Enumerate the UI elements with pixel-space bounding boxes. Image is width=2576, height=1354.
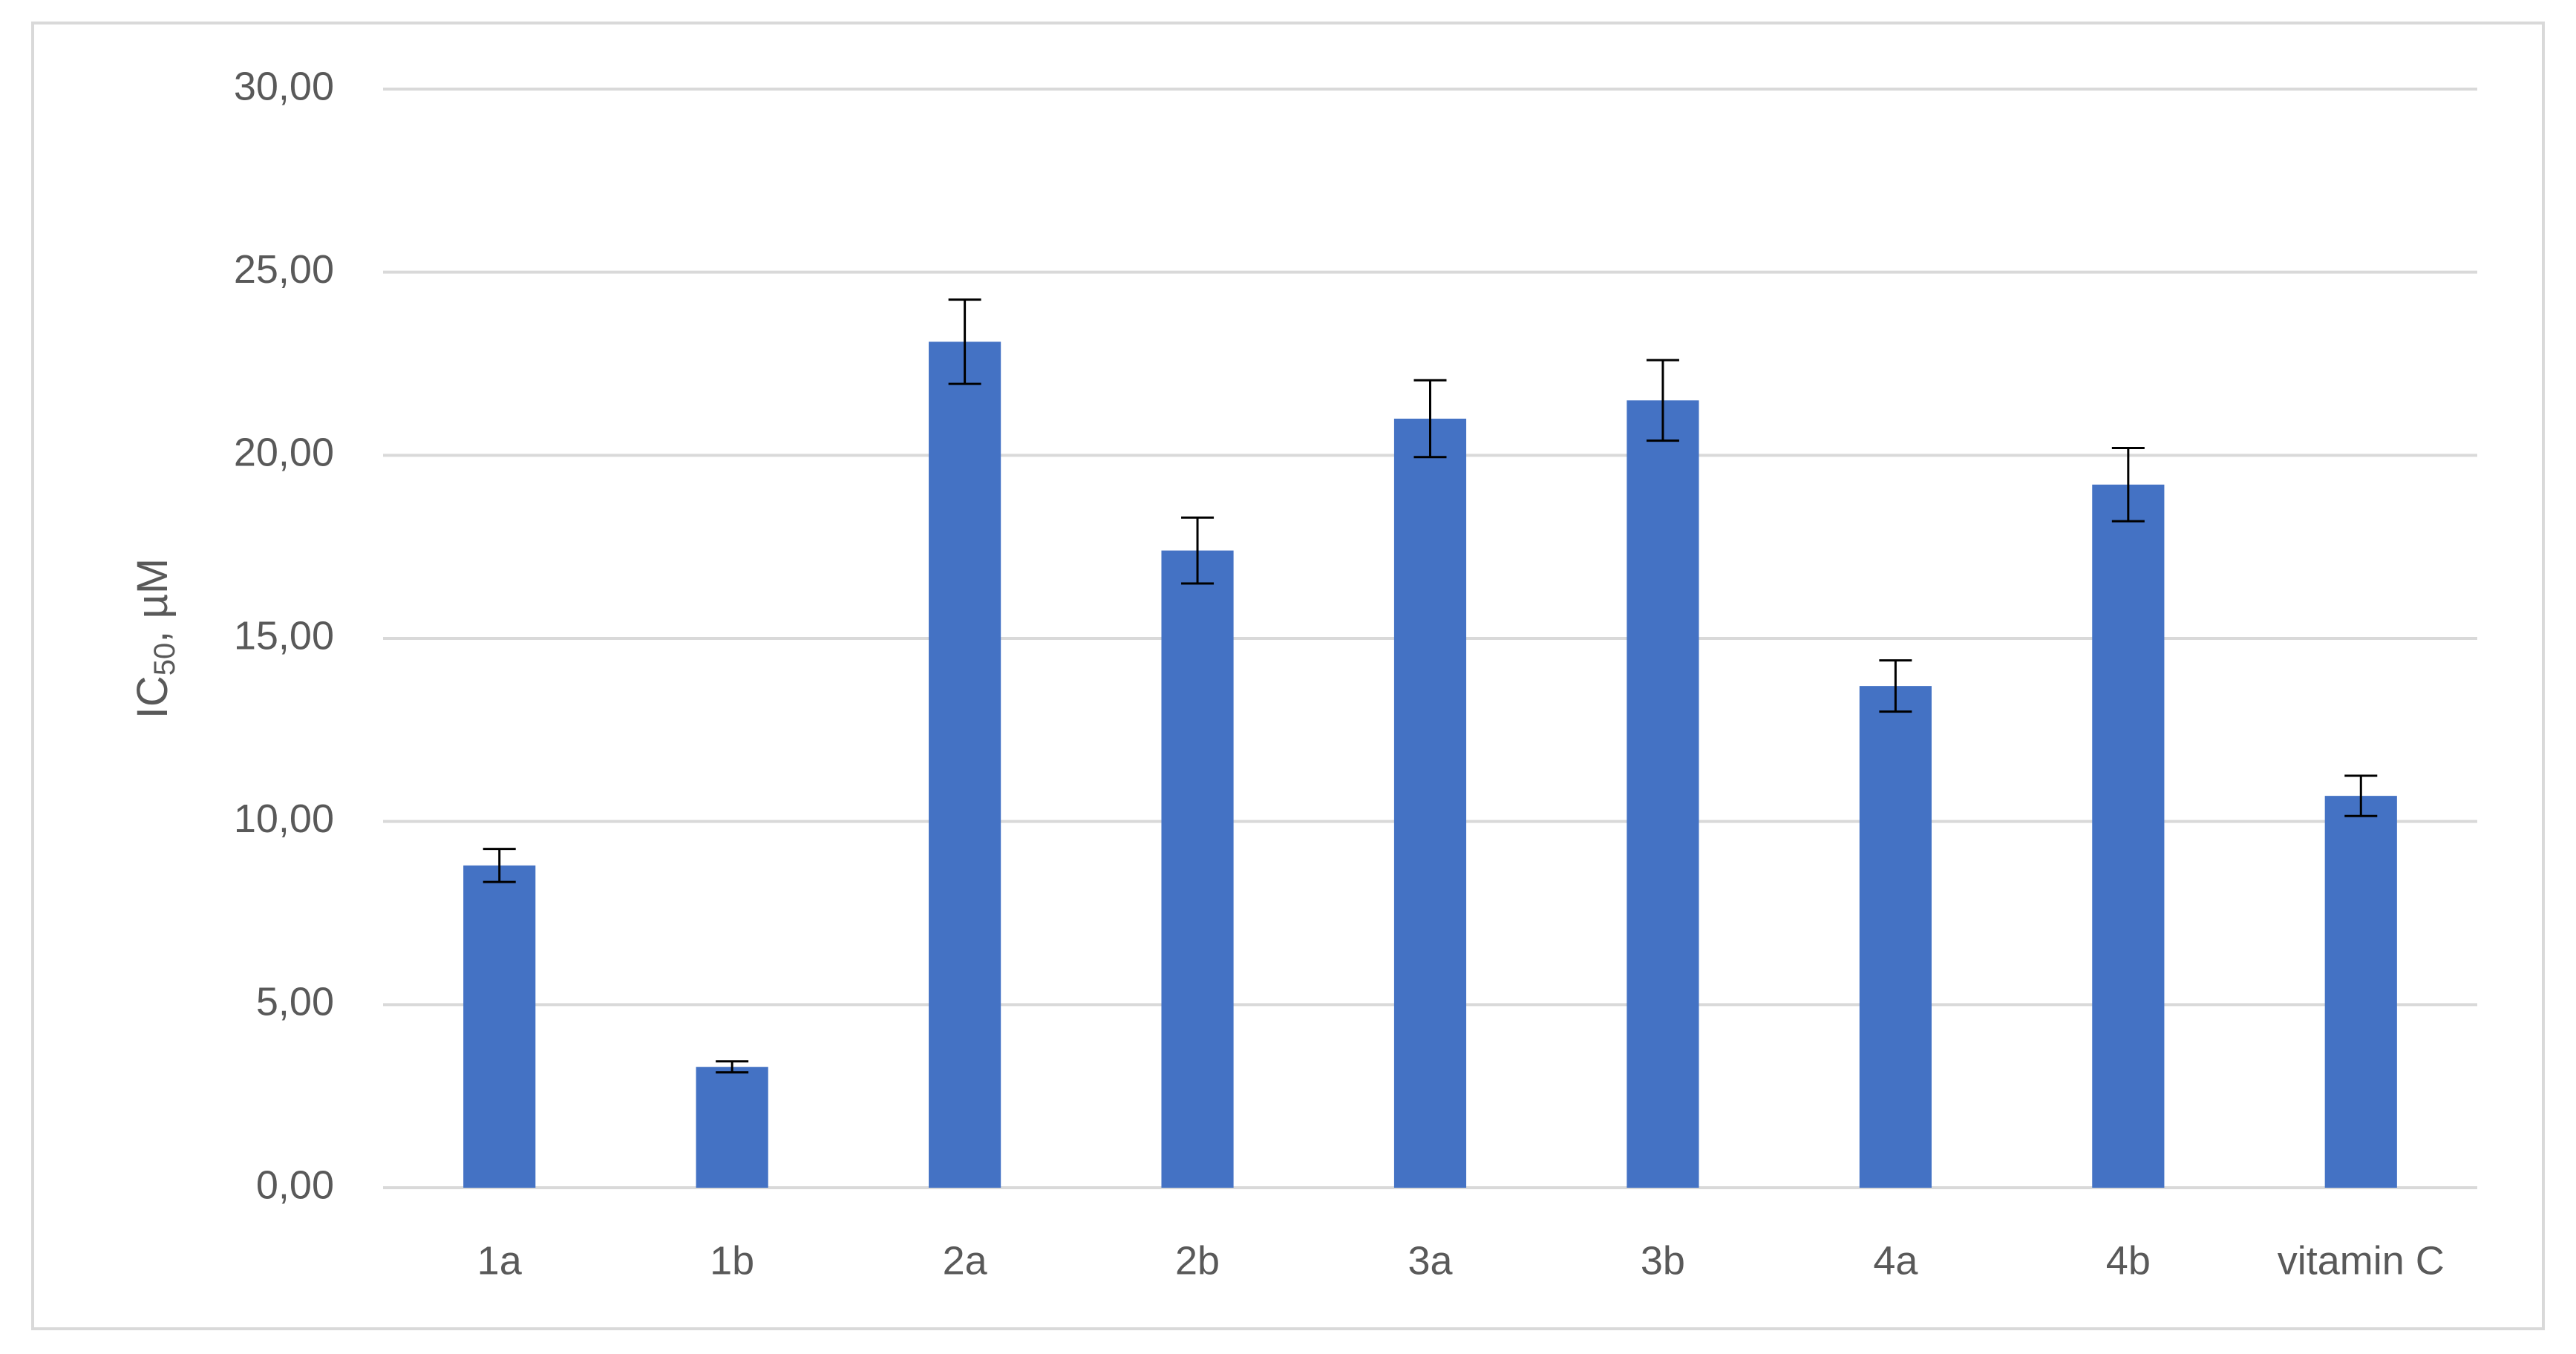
- x-tick-label: 2a: [943, 1238, 988, 1283]
- y-label-subscript: 50: [148, 643, 181, 676]
- chart-border: [31, 22, 2545, 1330]
- bar: [1859, 686, 1932, 1188]
- x-tick-label: 3b: [1641, 1238, 1685, 1283]
- bar: [696, 1067, 768, 1188]
- x-tick-label: 1b: [710, 1238, 754, 1283]
- bar: [2324, 796, 2397, 1188]
- y-tick-label: 20,00: [234, 431, 334, 475]
- bar: [2092, 484, 2165, 1188]
- bar: [1627, 400, 1699, 1188]
- x-tick-label: 4b: [2106, 1238, 2151, 1283]
- y-tick-label: 10,00: [234, 797, 334, 841]
- y-tick-label: 30,00: [234, 64, 334, 108]
- x-tick-label: vitamin C: [2278, 1238, 2445, 1283]
- bar: [1393, 419, 1467, 1188]
- x-tick-label: 1a: [477, 1238, 523, 1283]
- x-tick-label: 4a: [1873, 1238, 1918, 1283]
- bar: [1161, 550, 1234, 1188]
- bar: [929, 341, 1001, 1188]
- y-tick-label: 25,00: [234, 247, 334, 292]
- y-tick-label: 0,00: [256, 1162, 334, 1207]
- x-tick-label: 2b: [1175, 1238, 1220, 1283]
- y-label-suffix: , µM: [128, 558, 177, 643]
- x-tick-label: 3a: [1408, 1238, 1453, 1283]
- y-tick-label: 15,00: [234, 613, 334, 658]
- y-axis-label: IC50, µM: [128, 558, 180, 719]
- y-label-main: IC: [128, 676, 177, 719]
- y-tick-label: 5,00: [256, 980, 334, 1024]
- bar: [463, 865, 536, 1188]
